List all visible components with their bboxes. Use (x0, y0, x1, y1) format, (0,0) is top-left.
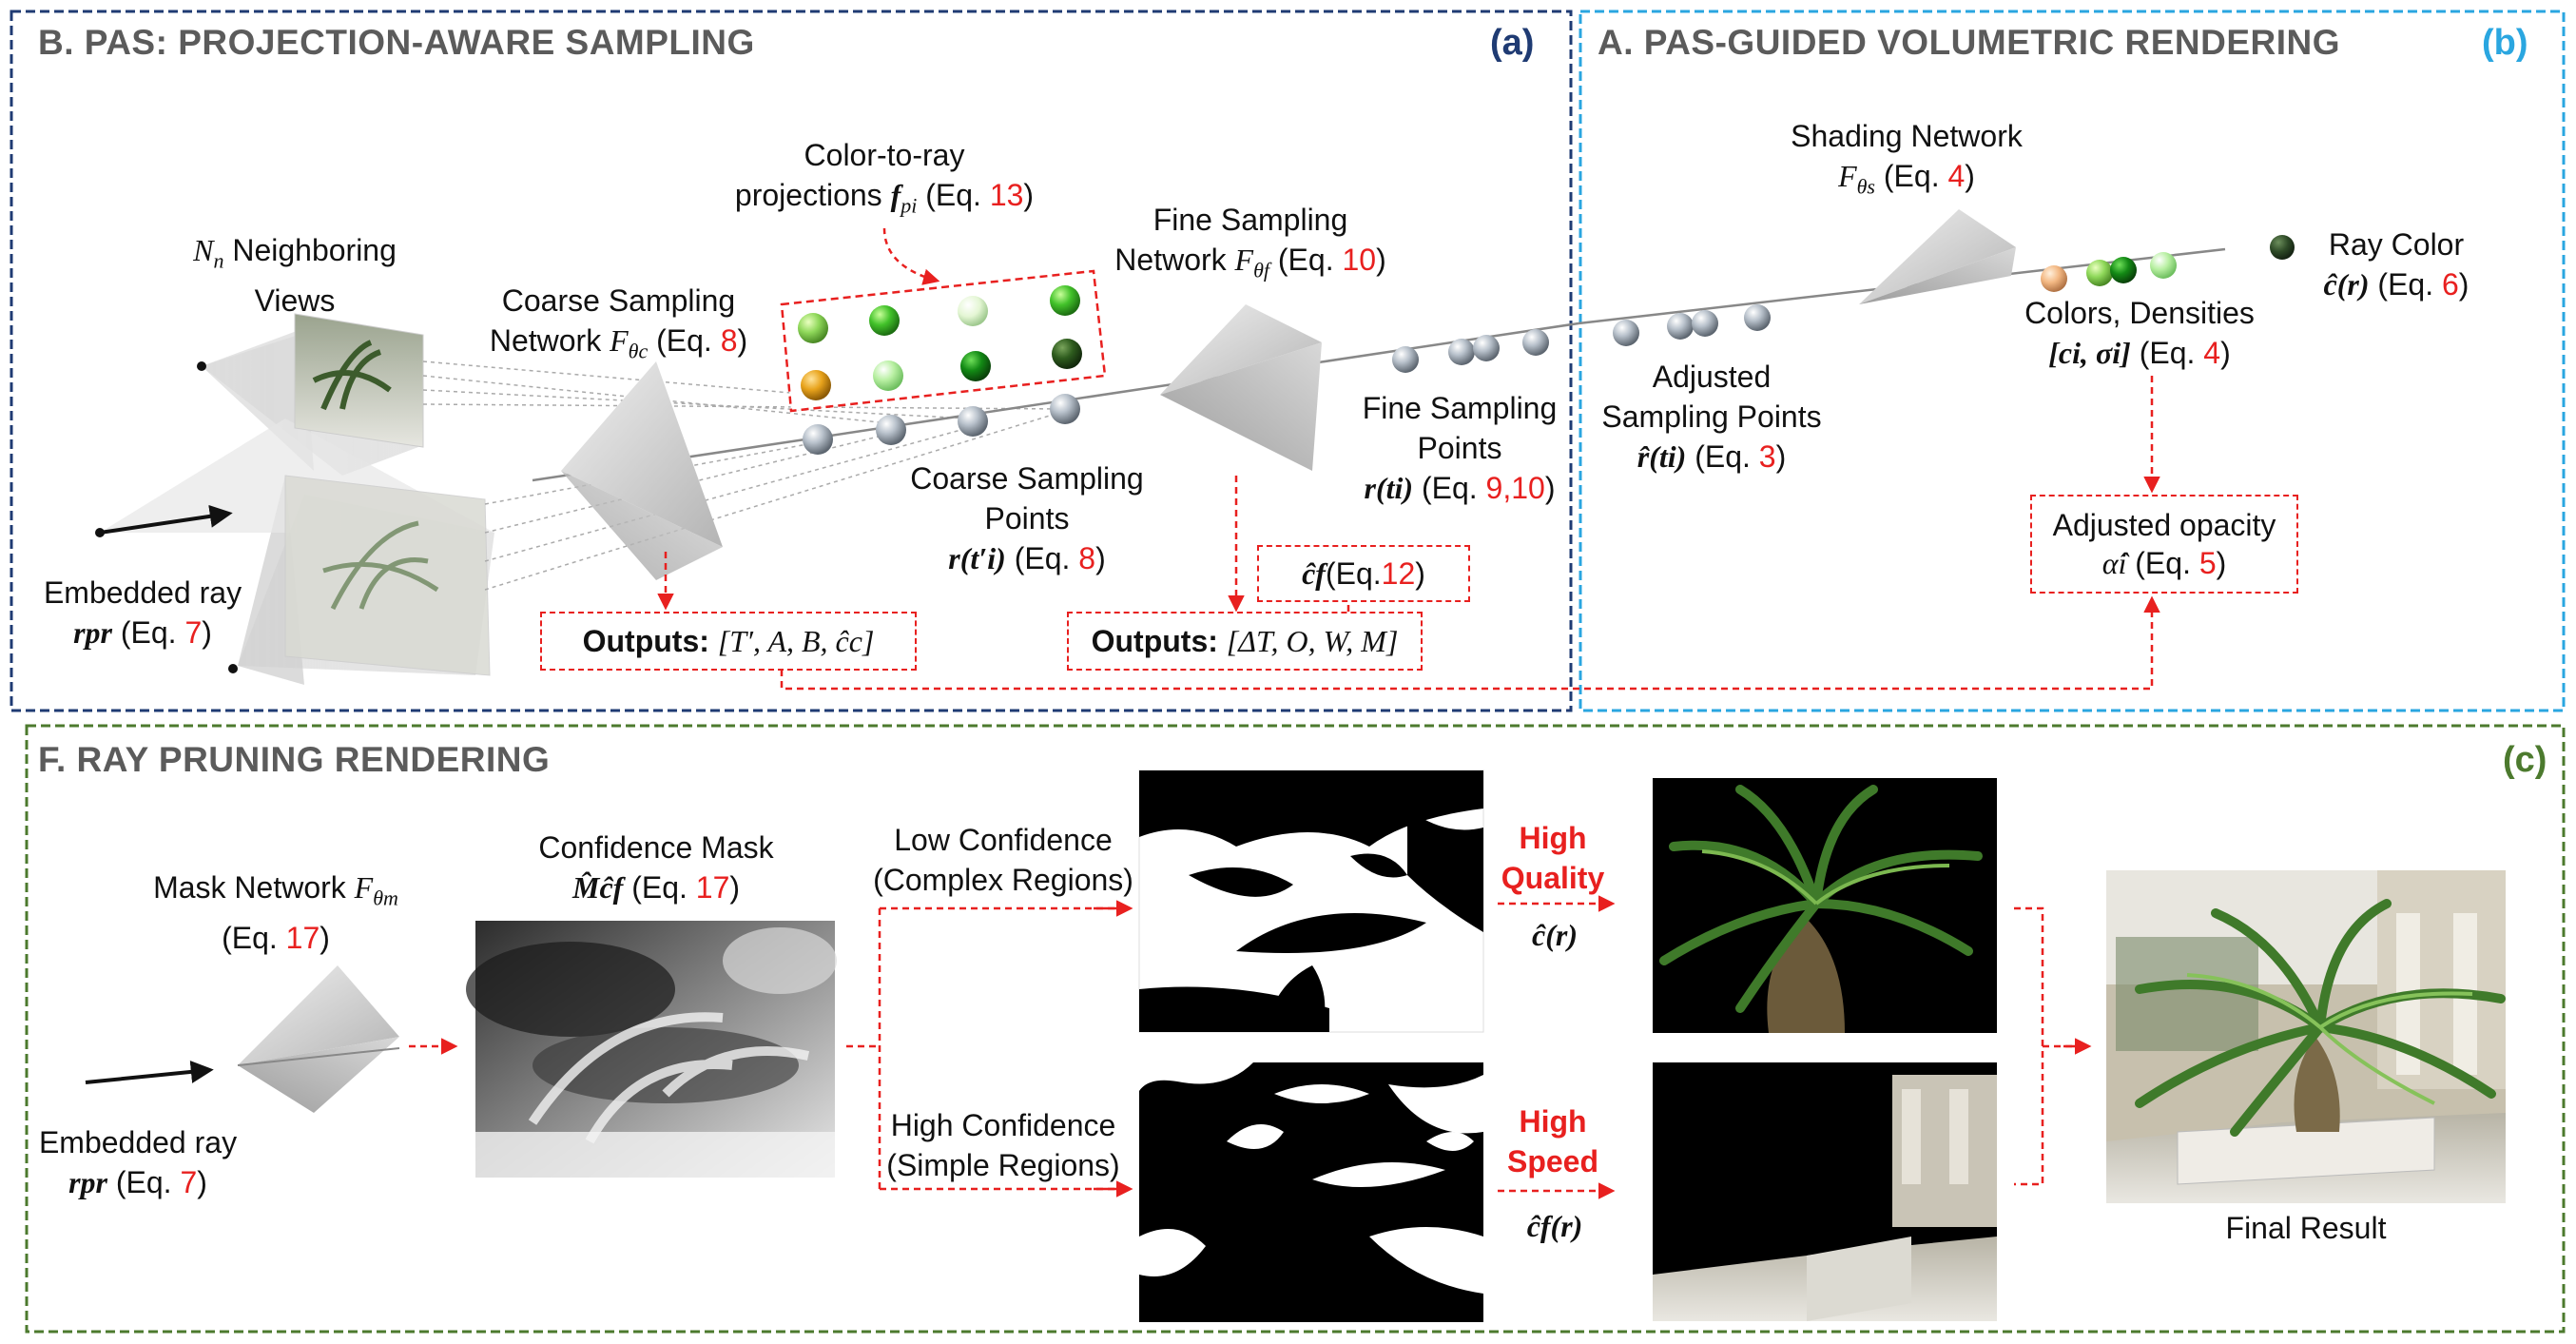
ray-color-label: Ray Color ĉ(r) (Eq. 6) (2323, 227, 2469, 302)
embedded-ray-arrow (99, 504, 233, 535)
panel-c-title: F. RAY PRUNING RENDERING (38, 740, 551, 779)
panel-a-tag: (a) (1490, 23, 1535, 63)
mask-network-label: Mask Network Fθm (Eq. 17) (153, 870, 398, 956)
low-confidence-mask (1138, 769, 1484, 1033)
camera-center-top (197, 361, 206, 371)
embedded-ray-arrow-c (85, 1060, 214, 1084)
high-quality-render (1653, 778, 1997, 1033)
ray-color-sphere (2270, 235, 2295, 260)
arrow-split (846, 906, 1125, 1191)
confidence-mask-image (466, 921, 837, 1178)
panel-a-title: B. PAS: PROJECTION-AWARE SAMPLING (38, 23, 755, 62)
arrow-merge (2014, 906, 2082, 1186)
fine-network-pyramid (1160, 304, 1322, 471)
low-confidence-label: Low Confidence (Complex Regions) (873, 823, 1133, 897)
neighboring-views-label: Nn Neighboring Views (193, 233, 397, 319)
coarse-network-label: Coarse Sampling Network Fθc (Eq. 8) (489, 283, 748, 363)
adjusted-opacity-box: Adjusted opacity α̂i (Eq. 5) (2030, 495, 2298, 594)
high-confidence-mask (1139, 1062, 1483, 1322)
panel-b-tag: (b) (2482, 23, 2528, 63)
coarse-sampling-spheres (803, 394, 1080, 455)
mask-network-pyramid (238, 965, 399, 1113)
shading-network-pyramid (1859, 209, 2016, 304)
final-result-render (2106, 870, 2506, 1203)
coarse-points-label: Coarse Sampling Points r(t′i) (Eq. 8) (910, 461, 1144, 575)
fine-points-label: Fine Sampling Points r(ti) (Eq. 9,10) (1362, 391, 1558, 505)
color-projection-grid (780, 269, 1107, 413)
fine-sampling-spheres (1392, 329, 1549, 373)
high-speed-math: ĉf(r) (1526, 1209, 1583, 1243)
colors-densities-spheres (2041, 252, 2177, 292)
panel-a-border (10, 10, 1573, 712)
panel-b-border (1579, 10, 2566, 712)
outputs-fine-box: Outputs: [ΔT, O, W, M] (1067, 612, 1423, 671)
neighboring-view-image-top (294, 313, 424, 448)
high-speed-label: High Speed (1506, 1104, 1599, 1178)
colors-densities-label: Colors, Densities [ci, σi] (Eq. 4) (2024, 296, 2255, 370)
mask-ray (237, 1047, 400, 1066)
color-to-ray-label: Color-to-ray projections fpi (Eq. 13) (734, 138, 1035, 218)
cf-eq12-box: ĉf (Eq. 12) (1257, 545, 1470, 602)
embedded-ray-label-a: Embedded ray rpr (Eq. 7) (43, 575, 242, 650)
adjusted-points-label: Adjusted Sampling Points r̂(ti) (Eq. 3) (1601, 360, 1822, 474)
shading-network-label: Shading Network Fθs (Eq. 4) (1791, 119, 2023, 199)
embedded-ray-label-c: Embedded ray rpr (Eq. 7) (38, 1125, 238, 1199)
high-quality-math: ĉ(r) (1532, 918, 1578, 952)
high-quality-label: High Quality (1501, 821, 1605, 895)
panel-c-border (25, 724, 2566, 1334)
fine-network-label: Fine Sampling Network Fθf (Eq. 10) (1114, 203, 1386, 282)
high-confidence-label: High Confidence (Simple Regions) (886, 1108, 1120, 1182)
adjusted-sampling-spheres (1613, 304, 1771, 346)
confidence-mask-label: Confidence Mask M̂ĉf (Eq. 17) (538, 830, 774, 905)
arrow-color-to-grid (882, 227, 940, 285)
neighboring-view-image-bottom (284, 475, 491, 676)
final-result-label: Final Result (2225, 1211, 2387, 1245)
panel-c-tag: (c) (2503, 740, 2547, 780)
high-speed-render (1653, 1062, 1997, 1321)
panel-b-title: A. PAS-GUIDED VOLUMETRIC RENDERING (1598, 23, 2341, 62)
arrow-to-opacity (780, 595, 2160, 691)
camera-center-bottom (228, 664, 238, 673)
coarse-network-pyramid (561, 361, 723, 580)
outputs-coarse-box: Outputs: [T′, A, B, ĉc] (540, 612, 917, 671)
